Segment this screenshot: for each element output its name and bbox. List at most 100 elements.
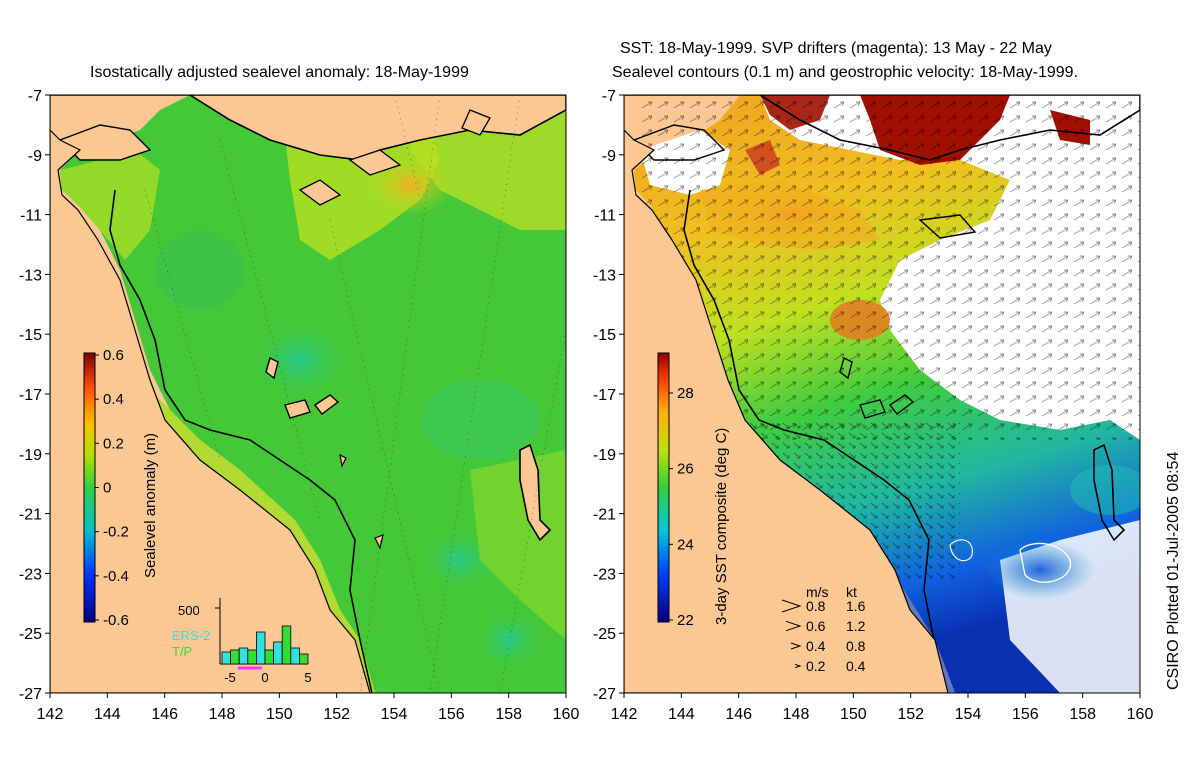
left-panel-title: Isostatically adjusted sealevel anomaly:… xyxy=(90,64,469,81)
right-y-tick-label: -21 xyxy=(593,507,616,524)
right-y-tick-label: -7 xyxy=(602,88,616,105)
sealevel-colorbar-label: Sealevel anomaly (m) xyxy=(142,433,159,578)
sst-colorbar: 28 26 24 22 3-day SST composite (deg C) xyxy=(657,352,730,629)
sealevel-contour xyxy=(1019,542,1071,583)
histogram-bar xyxy=(255,631,266,665)
shelf-contour xyxy=(683,189,947,693)
velocity-legend-kt: 1.2 xyxy=(846,618,866,634)
right-y-tick-label: -27 xyxy=(593,686,616,703)
velocity-legend-arrow xyxy=(781,599,802,613)
sealevel-colorbar-tick: 0.4 xyxy=(103,391,124,408)
velocity-unit-kt: kt xyxy=(846,584,857,600)
sealevel-colorbar: 0.6 0.4 0.2 0 -0.2 -0.4 -0.6 Sealevel anomaly … xyxy=(83,347,159,629)
left-x-tick-label: 160 xyxy=(553,706,580,723)
velocity-legend-ms: 0.8 xyxy=(806,598,826,614)
left-x-tick-label: 158 xyxy=(495,706,522,723)
velocity-legend-arrow xyxy=(785,620,802,632)
reef-island xyxy=(839,356,853,380)
velocity-legend-arrow xyxy=(790,642,802,650)
sst-map xyxy=(624,95,1140,693)
left-y-tick-label: -7 xyxy=(28,88,42,105)
velocity-legend-ms: 0.2 xyxy=(806,658,826,674)
histogram-x-tick: -5 xyxy=(224,670,236,685)
right-x-tick-label: 152 xyxy=(897,706,924,723)
tp-legend: T/P xyxy=(172,644,192,659)
right-y-tick-label: -13 xyxy=(593,267,616,284)
velocity-legend: m/s kt 0.8 1.6 0.6 1.2 0.4 0.8 0.2 0.4 xyxy=(781,584,866,674)
reef-island xyxy=(519,443,552,542)
left-axes: 142 144 146 148 150 152 154 156 158 160 -7 -9 -11 -13… xyxy=(19,88,580,723)
sealevel-colorbar-tick: -0.4 xyxy=(103,568,129,585)
histogram-bar xyxy=(221,651,232,665)
velocity-unit-ms: m/s xyxy=(806,584,829,600)
right-y-tick-label: -11 xyxy=(594,208,616,225)
left-x-tick-label: 152 xyxy=(323,706,350,723)
velocity-legend-arrow xyxy=(794,663,802,669)
right-x-tick-label: 144 xyxy=(668,706,695,723)
reef-island xyxy=(265,356,279,380)
histogram-bar xyxy=(238,647,249,665)
histogram-bar xyxy=(290,647,300,665)
left-y-tick-label: -19 xyxy=(19,447,42,464)
left-x-tick-label: 148 xyxy=(209,706,236,723)
left-y-tick-label: -27 xyxy=(19,686,42,703)
png-coastline xyxy=(624,95,1140,161)
right-y-tick-label: -23 xyxy=(593,566,616,583)
left-y-tick-label: -17 xyxy=(19,387,42,404)
reef-island xyxy=(1093,443,1126,542)
right-y-tick-label: -9 xyxy=(602,148,616,165)
sealevel-colorbar-tick: -0.6 xyxy=(103,612,129,629)
left-y-tick-label: -9 xyxy=(28,148,42,165)
right-y-tick-label: -19 xyxy=(593,447,616,464)
reef-island xyxy=(313,394,340,415)
left-x-tick-label: 156 xyxy=(438,706,465,723)
left-y-tick-label: -25 xyxy=(19,626,42,643)
histogram-bar xyxy=(298,653,309,665)
sst-colorbar-ramp xyxy=(657,352,670,623)
velocity-legend-kt: 0.8 xyxy=(846,638,866,654)
sealevel-colorbar-tick: 0 xyxy=(103,480,111,497)
left-x-tick-label: 150 xyxy=(266,706,293,723)
right-x-tick-label: 148 xyxy=(783,706,810,723)
histogram-x-tick: 5 xyxy=(304,670,311,685)
australia-coastline xyxy=(50,95,371,693)
right-x-tick-label: 142 xyxy=(611,706,638,723)
right-x-tick-label: 160 xyxy=(1127,706,1154,723)
sealevel-colorbar-tick: 0.6 xyxy=(103,347,124,364)
sst-colorbar-tick: 26 xyxy=(677,461,694,478)
left-y-tick-label: -21 xyxy=(19,507,42,524)
histogram-bar xyxy=(230,649,240,665)
velocity-legend-kt: 1.6 xyxy=(846,598,866,614)
right-y-tick-label: -25 xyxy=(593,626,616,643)
histogram-x-tick: 0 xyxy=(261,670,268,685)
right-y-tick-label: -15 xyxy=(593,327,616,344)
sealevel-anomaly-map xyxy=(50,95,566,693)
right-x-tick-label: 150 xyxy=(840,706,867,723)
sst-colorbar-label: 3-day SST composite (deg C) xyxy=(713,428,730,625)
histogram-bar xyxy=(273,641,283,665)
right-axes: 142 144 146 148 150 152 154 156 158 160 -7 -9 -11 -13… xyxy=(593,88,1154,723)
reef-island xyxy=(284,399,311,419)
shelf-contour xyxy=(109,189,373,693)
velocity-legend-ms: 0.4 xyxy=(806,638,826,654)
sst-colorbar-tick: 22 xyxy=(677,612,694,629)
left-y-tick-label: -15 xyxy=(19,327,42,344)
histogram-bar xyxy=(264,649,275,665)
velocity-legend-ms: 0.6 xyxy=(806,618,826,634)
ers2-legend: ERS-2 xyxy=(172,628,210,643)
sst-colorbar-tick: 28 xyxy=(677,385,694,402)
right-panel-title-line2: Sealevel contours (0.1 m) and geostrophi… xyxy=(612,64,1079,81)
right-x-tick-label: 146 xyxy=(725,706,752,723)
histogram-y-label: 500 xyxy=(178,603,200,618)
left-x-tick-label: 154 xyxy=(381,706,408,723)
credit-text: CSIRO Plotted 01-Jul-2005 08:54 xyxy=(1165,451,1182,690)
reef-island xyxy=(888,394,915,415)
track-histogram: 500 -5 0 5 ERS-2 T/P xyxy=(172,598,312,685)
right-x-tick-label: 156 xyxy=(1012,706,1039,723)
sealevel-colorbar-tick: 0.2 xyxy=(103,435,124,452)
sealevel-colorbar-tick: -0.2 xyxy=(103,524,129,541)
left-y-tick-label: -13 xyxy=(19,267,42,284)
histogram-bar xyxy=(247,649,257,665)
